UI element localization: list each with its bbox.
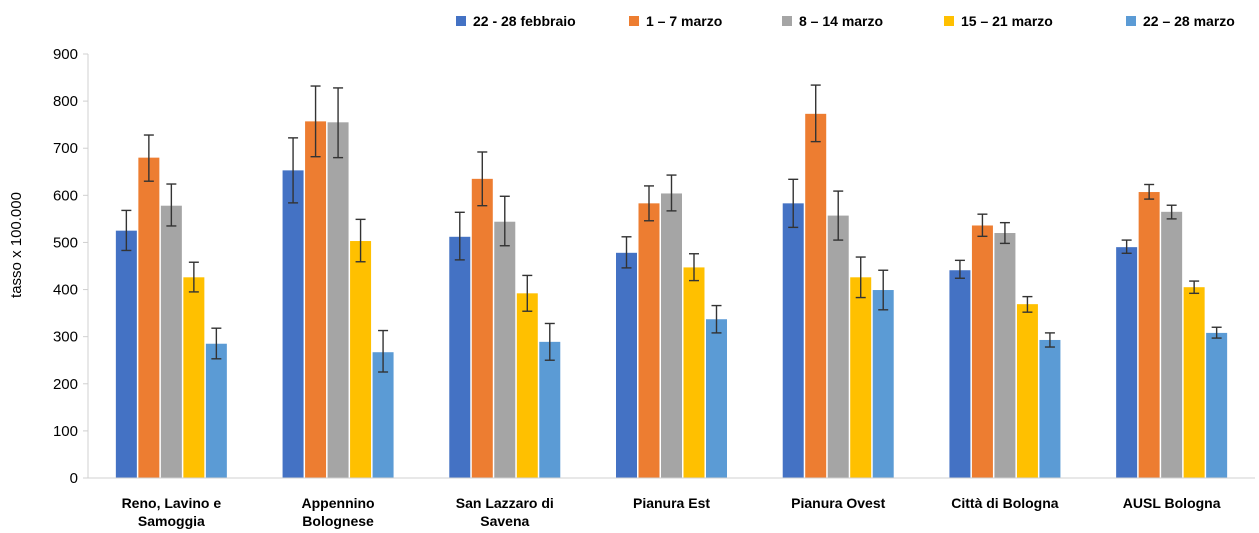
bar [1183, 287, 1205, 478]
chart-legend: 22 - 28 febbraio 1 – 7 marzo 8 – 14 marzo 1… [456, 13, 1235, 29]
bar [305, 121, 327, 478]
bar [327, 122, 349, 479]
bar [949, 270, 971, 478]
y-tick-label: 100 [53, 423, 78, 440]
legend-label: 1 – 7 marzo [646, 13, 722, 29]
legend-swatch [782, 16, 792, 26]
bar [971, 225, 993, 478]
legend-swatch [456, 16, 466, 26]
bar [638, 203, 660, 478]
bar [683, 267, 705, 478]
bar [183, 277, 205, 478]
y-axis: 0 100 200 300 400 500 600 700 800 900 [53, 46, 89, 487]
y-tick-label: 500 [53, 234, 78, 251]
y-tick-label: 200 [53, 376, 78, 393]
bar [449, 236, 471, 478]
bar [494, 221, 516, 478]
legend-swatch [944, 16, 954, 26]
bar [706, 319, 727, 478]
bar [160, 205, 182, 478]
bar [994, 233, 1016, 478]
x-tick-label: AUSL Bologna [1123, 495, 1221, 511]
bar [616, 252, 637, 478]
plot-area [115, 84, 1228, 479]
bar [1138, 192, 1160, 478]
bar [661, 193, 682, 478]
y-tick-label: 800 [53, 93, 78, 110]
y-tick-label: 700 [53, 140, 78, 157]
x-tick-label: Pianura Ovest [791, 495, 885, 511]
bar [1206, 332, 1228, 478]
legend-swatch [629, 16, 639, 26]
bar [350, 241, 372, 478]
bar [1161, 211, 1183, 479]
bar [1016, 304, 1038, 478]
x-tick-label: Pianura Est [633, 495, 710, 511]
bar [138, 157, 160, 478]
x-tick-label: Città di Bologna [951, 495, 1059, 511]
x-tick-label: San Lazzaro di Savena [456, 495, 554, 529]
y-tick-label: 0 [70, 470, 78, 487]
bar [1116, 247, 1138, 478]
legend-label: 15 – 21 marzo [961, 13, 1053, 29]
y-tick-label: 600 [53, 187, 78, 204]
legend-label: 22 – 28 marzo [1143, 13, 1235, 29]
bar [205, 343, 227, 478]
bar [516, 293, 538, 478]
bar [282, 170, 304, 478]
x-axis: Reno, Lavino e Samoggia Appennino Bolognese… [88, 477, 1255, 529]
legend-label: 22 - 28 febbraio [473, 13, 576, 29]
y-tick-label: 300 [53, 329, 78, 346]
x-tick-label: Appennino Bolognese [302, 495, 375, 529]
y-tick-label: 400 [53, 282, 78, 299]
bar [872, 290, 894, 478]
bar [471, 178, 493, 478]
bar [782, 203, 804, 478]
bar [372, 352, 394, 478]
y-tick-label: 900 [53, 46, 78, 63]
bar [827, 215, 849, 478]
bar [539, 341, 561, 478]
bar [1039, 339, 1061, 478]
legend-label: 8 – 14 marzo [799, 13, 883, 29]
y-axis-label: tasso x 100.000 [8, 192, 25, 298]
bar [850, 277, 872, 478]
bar [805, 113, 827, 478]
bar [115, 230, 137, 478]
legend-swatch [1126, 16, 1136, 26]
x-tick-label: Reno, Lavino e Samoggia [122, 495, 222, 529]
